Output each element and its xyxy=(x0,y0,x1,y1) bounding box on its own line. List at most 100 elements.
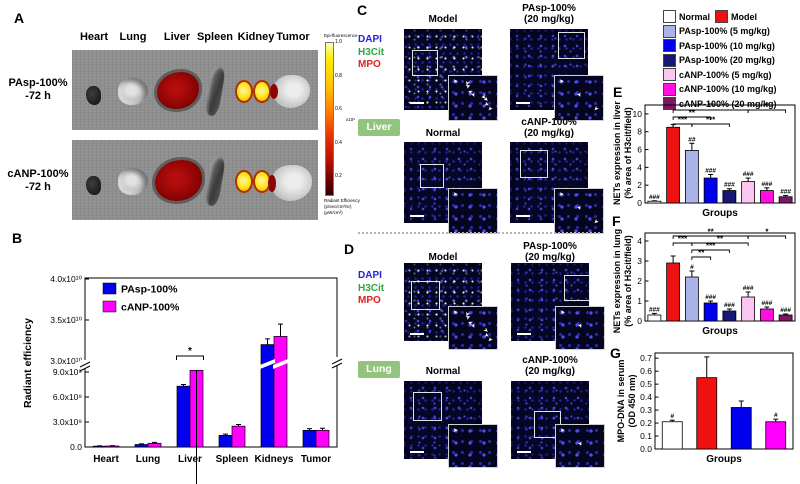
tile-title: Model xyxy=(428,252,458,263)
hash-annotation: ### xyxy=(743,171,754,178)
y-tick-label: 0.4 xyxy=(640,392,652,402)
panel-d-tiles: Model ➤ ➤ ➤ ➤ ➤ ➤ ➤ ➤ PAsp-100% (20 mg/kg) ➤ ➤ Normal… xyxy=(355,235,605,480)
x-category-label: Tumor xyxy=(301,454,331,465)
tile-title: (20 mg/kg) xyxy=(523,14,574,25)
y-tick-label: 0.3 xyxy=(640,405,652,415)
bar-pasp-100-5-mg-kg- xyxy=(684,150,699,204)
arrow-icon: ➤ xyxy=(559,192,565,198)
row-label-pasp: PAsp-100% -72 h xyxy=(6,77,70,103)
y-tick-label: 3.0x10¹⁰ xyxy=(50,356,82,366)
x-axis-label: Groups xyxy=(706,454,742,465)
organ-label-kidney: Kidney xyxy=(237,31,275,43)
axis-break-slash xyxy=(331,362,343,369)
bar-spleen-PAsp-100% xyxy=(218,434,233,448)
y-tick-label: 0 xyxy=(637,198,642,208)
y-tick-label: 8 xyxy=(637,127,642,137)
row-label-pasp-name: PAsp-100% xyxy=(8,77,68,89)
organ-label-lung: Lung xyxy=(119,31,147,43)
legend-swatch xyxy=(663,82,676,96)
colorbar-tick: 0.6 xyxy=(335,106,342,112)
bar-canp-100-20-mg-kg- xyxy=(778,314,793,322)
scale-bar xyxy=(517,451,531,453)
tile-title: (20 mg/kg) xyxy=(524,252,575,263)
y-tick-label: 3.0x10⁹ xyxy=(53,417,83,427)
roi-box xyxy=(411,281,440,310)
hash-annotation: ### xyxy=(724,302,735,309)
scale-bar xyxy=(516,215,530,217)
legend-swatch xyxy=(663,10,676,23)
significance-bracket xyxy=(691,123,730,127)
y-tick-label: 4 xyxy=(637,236,642,246)
organ-shape-tumor xyxy=(268,165,312,201)
y-tick-label: 0.6 xyxy=(640,366,652,376)
arrow-icon: ➤ xyxy=(480,92,487,100)
micrograph-image: ➤ ➤ ➤ xyxy=(510,142,604,234)
tile-title: (20 mg/kg) xyxy=(524,366,575,377)
stain-mpo: MPO xyxy=(358,59,381,70)
roi-box xyxy=(520,150,548,178)
significance-label: ** xyxy=(708,102,715,111)
x-category-label: Heart xyxy=(93,454,119,465)
y-tick-label: 2 xyxy=(637,180,642,190)
scale-bar xyxy=(516,102,530,104)
bar-canp-100-5-mg-kg- xyxy=(741,296,756,322)
arrow-icon: ➤ xyxy=(574,91,583,99)
bar-canp-100-10-mg-kg- xyxy=(759,190,774,204)
legend-swatch xyxy=(663,97,676,110)
legend-item-label: Normal xyxy=(679,11,711,22)
significance-label: ** xyxy=(689,109,696,118)
axis-break-slash xyxy=(79,361,91,368)
x-category-label: Kidneys xyxy=(255,454,294,465)
stain-legend-d: DAPI H3Cit MPO xyxy=(358,270,384,308)
tile-title: cANP-100% xyxy=(521,117,577,128)
significance-bracket xyxy=(176,355,204,360)
y-tick-label: 6.0x10⁹ xyxy=(53,392,83,402)
group-legend: Normal Model PAsp-100% (5 mg/kg) PAsp-100% … xyxy=(663,10,777,112)
significance-label: *** xyxy=(706,116,716,125)
scale-bar xyxy=(410,451,424,453)
inset-zoom: ➤ xyxy=(448,188,498,234)
inset-zoom: ➤ ➤ xyxy=(555,306,605,350)
hash-annotation: # xyxy=(690,264,694,271)
significance-label: * xyxy=(765,102,769,111)
organ-label-heart: Heart xyxy=(79,31,109,43)
legend-row: cANP-100% (10 mg/kg) xyxy=(663,82,777,96)
legend-swatch-b xyxy=(102,282,117,295)
colorbar-gradient xyxy=(325,42,334,196)
bar-break-gap xyxy=(273,359,288,369)
significance-label: * xyxy=(188,346,192,357)
significance-bracket xyxy=(691,249,730,253)
arrow-icon: ➤ xyxy=(453,192,459,198)
arrow-icon: ➤ xyxy=(453,79,459,85)
panel-separator xyxy=(358,232,600,234)
x-category-label: Liver xyxy=(178,454,202,465)
bar-lung-PAsp-100% xyxy=(134,444,149,448)
bar-model xyxy=(696,377,718,450)
hash-annotation: ### xyxy=(649,306,660,313)
bar-model xyxy=(666,262,681,322)
bar-pasp-100-10-mg-kg- xyxy=(703,177,718,204)
stain-h3cit: H3Cit xyxy=(358,282,385,294)
legend-item: Model xyxy=(715,10,757,23)
colorbar: Epi-fluorescence 1.0 0.8 0.6 0.4 0.2 x10… xyxy=(324,33,370,228)
significance-label: *** xyxy=(706,242,716,251)
tile-title: (20 mg/kg) xyxy=(523,128,574,139)
organ-label-spleen: Spleen xyxy=(196,31,234,43)
arrow-icon: ➤ xyxy=(560,310,566,316)
plot-frame xyxy=(654,352,794,450)
arrow-icon: ➤ xyxy=(575,322,584,330)
inset-zoom: ➤ xyxy=(448,424,498,468)
hash-annotation: ## xyxy=(688,136,696,143)
x-category-label: Lung xyxy=(136,454,160,465)
legend-item-label: PAsp-100% (5 mg/kg) xyxy=(679,26,770,36)
colorbar-caption: (p/sec/cm²/sr) xyxy=(324,204,352,209)
bar-model xyxy=(666,126,681,204)
arrow-icon: ➤ xyxy=(575,440,584,448)
legend-item: cANP-100% (20 mg/kg) xyxy=(663,97,777,110)
bar-pasp-100-20-mg-kg- xyxy=(722,310,737,322)
y-tick-label: 0.0 xyxy=(70,442,82,452)
micrograph-image: ➤ ➤ ➤ xyxy=(510,29,604,121)
